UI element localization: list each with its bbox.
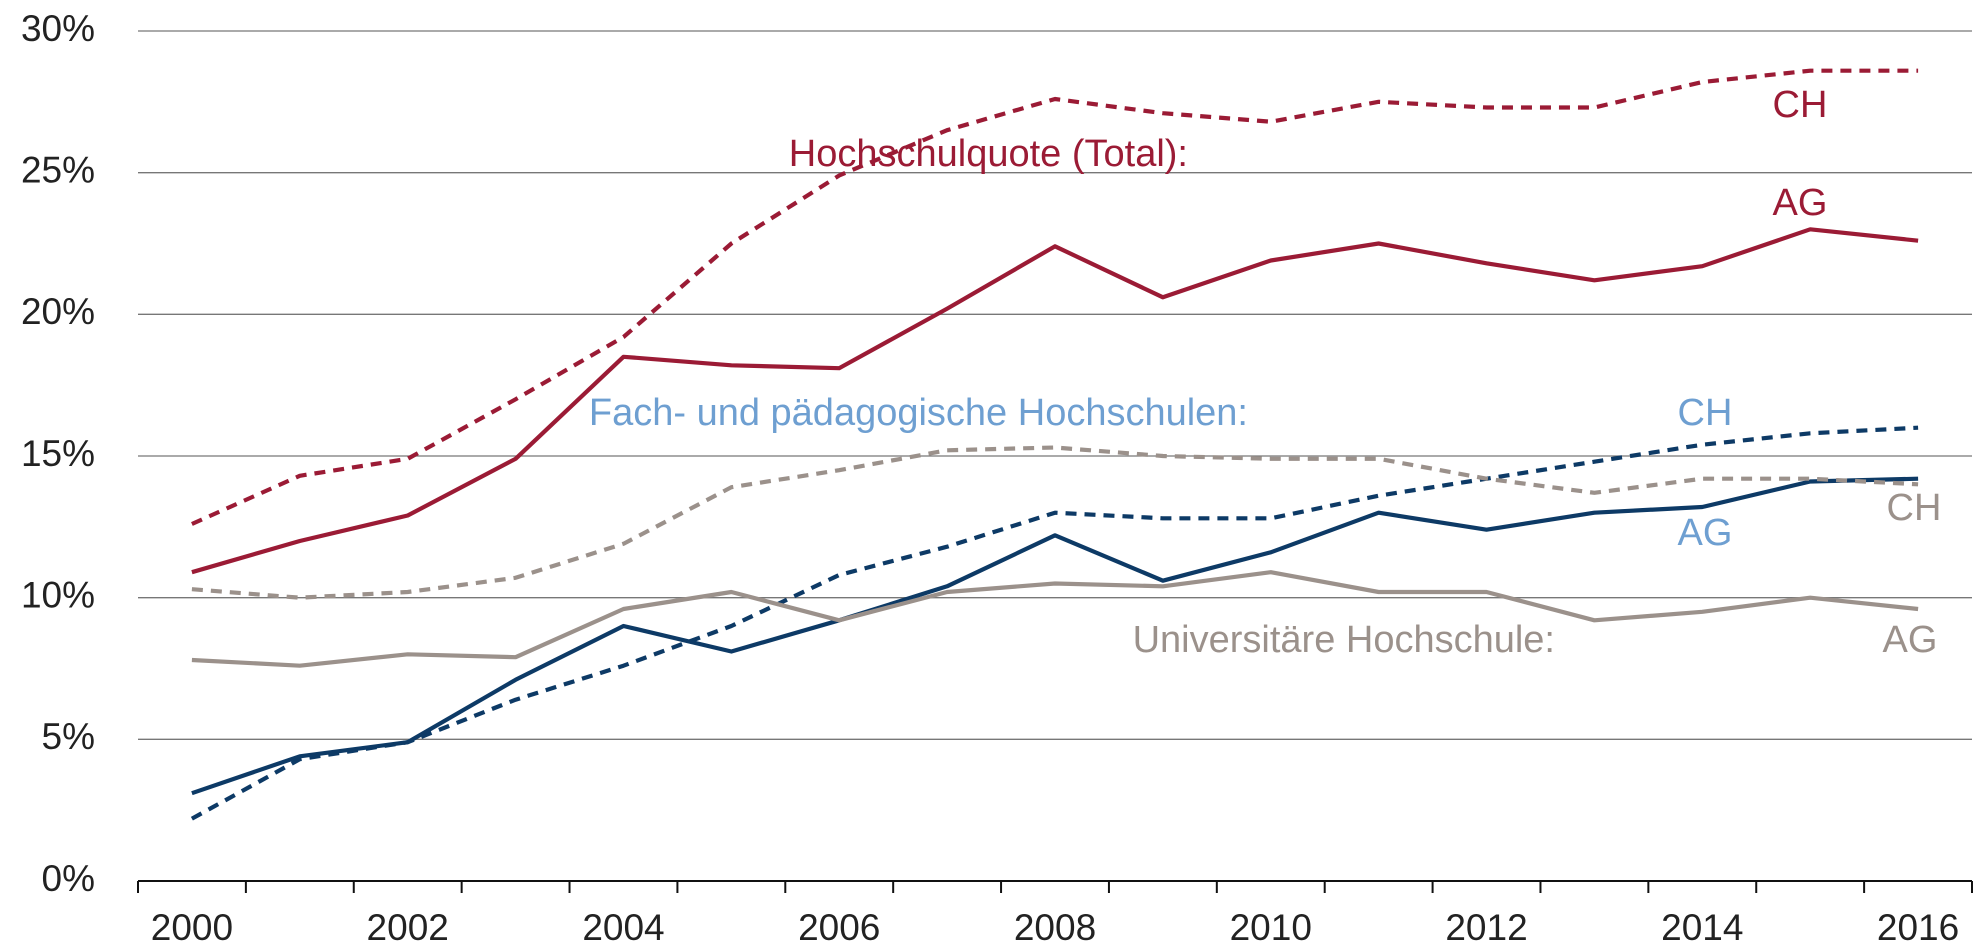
series-line <box>191 68 1919 526</box>
x-tick-label: 2008 <box>1014 907 1096 948</box>
x-tick-label: 2006 <box>798 907 880 948</box>
series-label: CH <box>1887 487 1942 529</box>
series-label: AG <box>1773 182 1828 224</box>
series-line <box>191 227 1919 575</box>
x-tick-label: 2002 <box>367 907 449 948</box>
series-line <box>190 425 1919 821</box>
series-label: CH <box>1678 392 1733 434</box>
x-tick-label: 2010 <box>1230 907 1312 948</box>
group-label: Hochschulquote (Total): <box>789 133 1188 175</box>
x-tick-label: 2004 <box>582 907 664 948</box>
series-label: AG <box>1883 619 1938 661</box>
y-tick-label: 10% <box>21 574 95 615</box>
group-label: Universitäre Hochschule: <box>1133 619 1555 661</box>
group-label: Fach- und pädagogische Hochschulen: <box>589 392 1248 434</box>
series-line <box>191 445 1919 600</box>
series-label: CH <box>1773 84 1828 126</box>
series-label: AG <box>1678 512 1733 554</box>
x-tick-label: 2012 <box>1445 907 1527 948</box>
x-tick-label: 2014 <box>1661 907 1743 948</box>
y-tick-label: 20% <box>21 291 95 332</box>
x-tick-label: 2016 <box>1877 907 1959 948</box>
y-tick-label: 0% <box>42 858 95 899</box>
series-line <box>191 570 1919 668</box>
y-tick-label: 5% <box>42 716 95 757</box>
y-tick-label: 30% <box>21 8 95 49</box>
y-tick-label: 25% <box>21 149 95 190</box>
x-tick-label: 2000 <box>151 907 233 948</box>
series-line <box>191 476 1919 796</box>
y-tick-label: 15% <box>21 433 95 474</box>
